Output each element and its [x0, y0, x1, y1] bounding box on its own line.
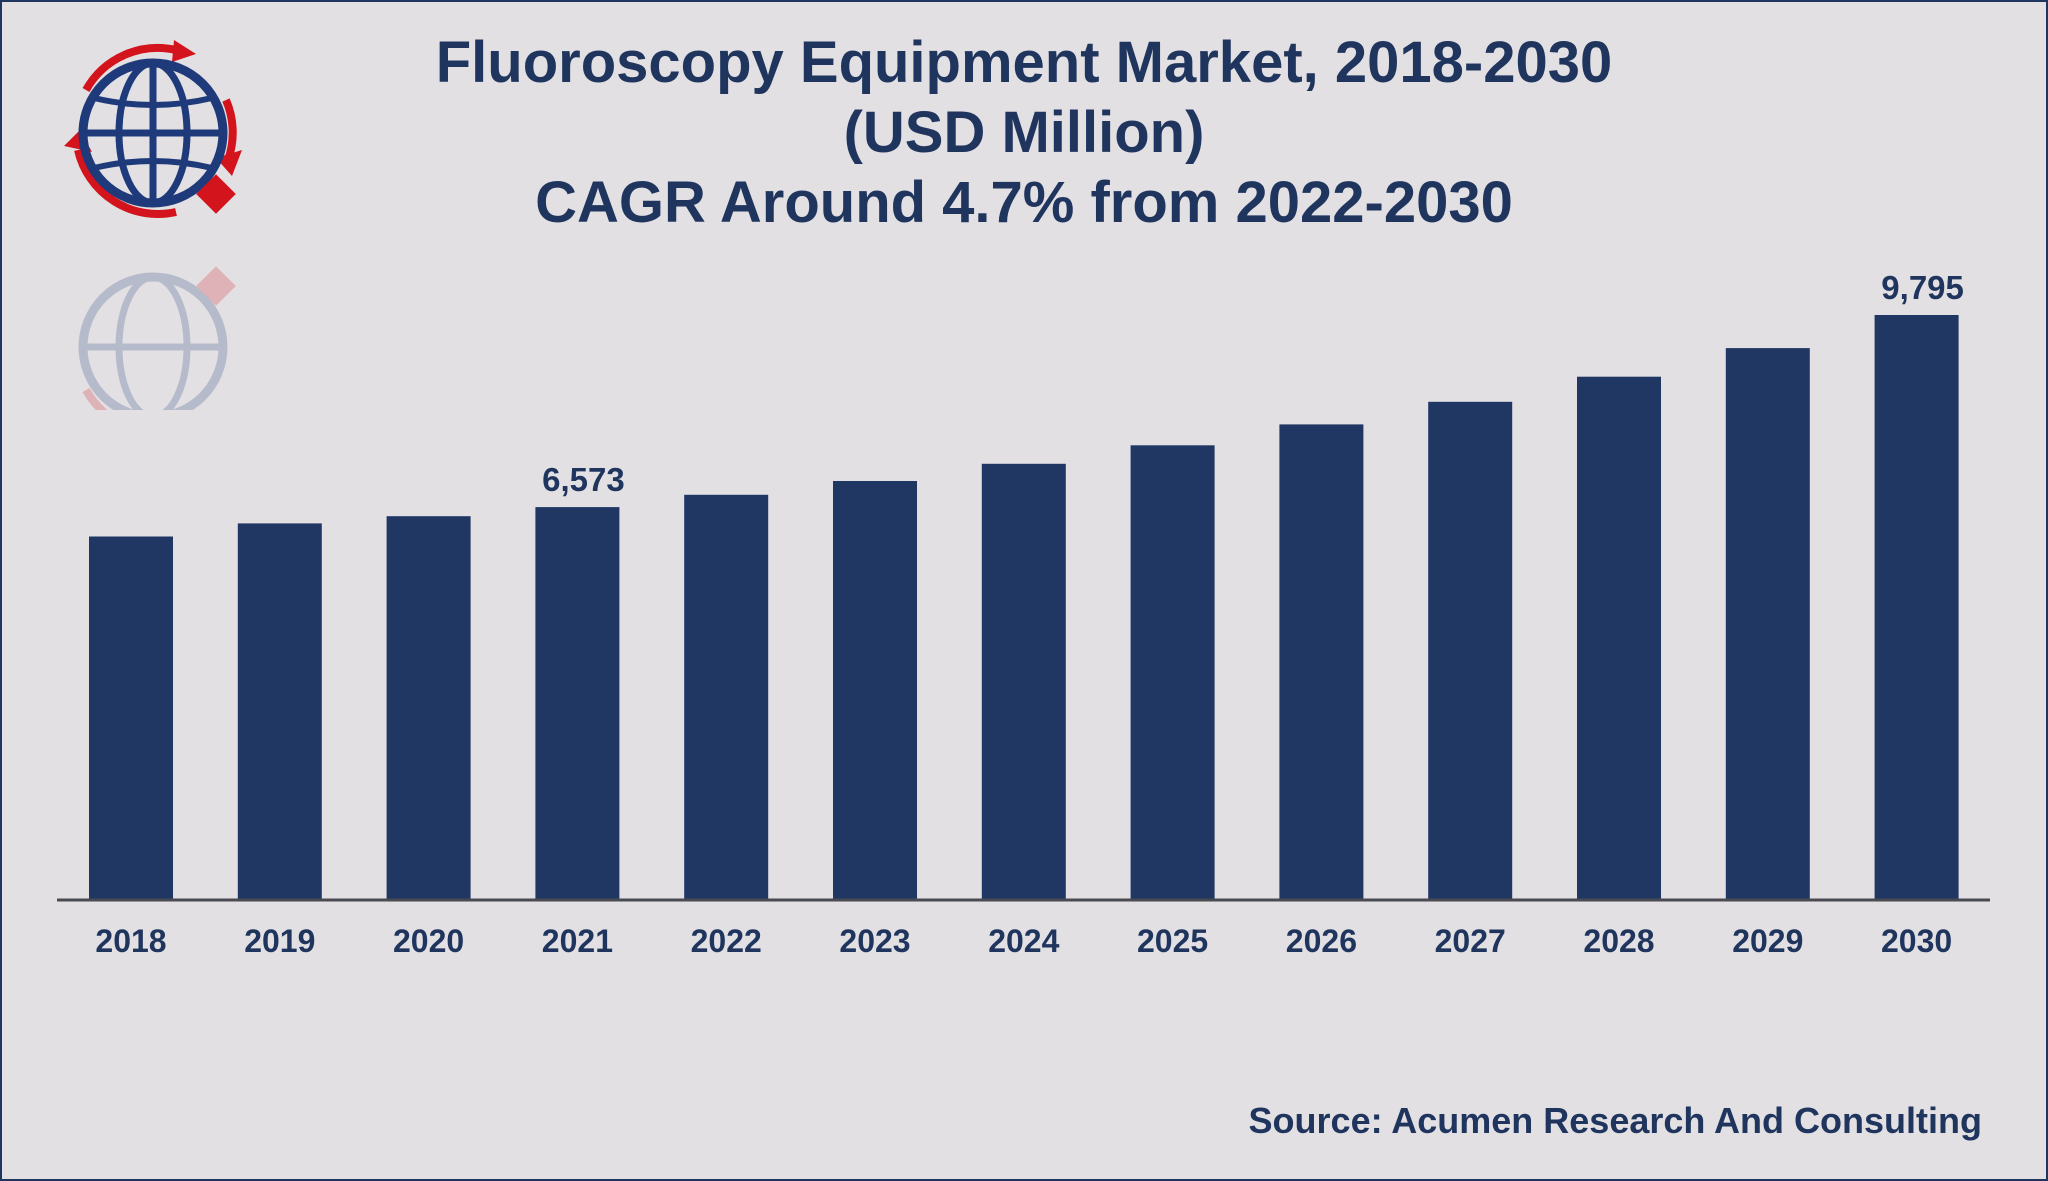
- bar-2020: [386, 516, 471, 899]
- chart-title-line-1: Fluoroscopy Equipment Market, 2018-2030: [435, 30, 1613, 95]
- x-tick-label-2022: 2022: [691, 923, 762, 959]
- chart-title-line-2: (USD Million): [843, 100, 1205, 165]
- bar-2025: [1130, 445, 1215, 899]
- globe-logo-icon: [64, 40, 242, 218]
- x-tick-label-2030: 2030: [1881, 923, 1952, 959]
- chart-title-line-3: CAGR Around 4.7% from 2022-2030: [535, 170, 1513, 235]
- bar-2019: [237, 523, 322, 899]
- globe-logo-reflection-icon: [78, 266, 236, 410]
- bar-2026: [1279, 424, 1364, 899]
- bar-2018: [89, 536, 173, 899]
- bar-2029: [1725, 348, 1810, 900]
- source-note: Source: Acumen Research And Consulting: [1248, 1100, 1982, 1141]
- bar-2030: [1874, 315, 1959, 899]
- bar-2021: [535, 507, 620, 899]
- bar-2028: [1577, 376, 1661, 899]
- x-tick-label-2020: 2020: [393, 923, 464, 959]
- bar-2023: [833, 481, 917, 899]
- x-tick-label-2027: 2027: [1435, 923, 1506, 959]
- chart-title: Fluoroscopy Equipment Market, 2018-2030 …: [260, 28, 1788, 238]
- x-tick-label-2018: 2018: [95, 923, 166, 959]
- data-label-2030: 9,795: [1881, 269, 1964, 306]
- x-tick-label-2029: 2029: [1732, 923, 1803, 959]
- x-tick-label-2019: 2019: [244, 923, 315, 959]
- x-tick-label-2025: 2025: [1137, 923, 1208, 959]
- x-tick-label-2024: 2024: [988, 923, 1059, 959]
- x-tick-label-2023: 2023: [839, 923, 910, 959]
- bar-2024: [981, 463, 1066, 899]
- bar-2022: [684, 494, 769, 899]
- x-tick-label-2028: 2028: [1583, 923, 1654, 959]
- x-tick-label-2026: 2026: [1286, 923, 1357, 959]
- x-tick-label-2021: 2021: [542, 923, 613, 959]
- bar-2027: [1428, 401, 1513, 899]
- data-label-2021: 6,573: [542, 461, 625, 498]
